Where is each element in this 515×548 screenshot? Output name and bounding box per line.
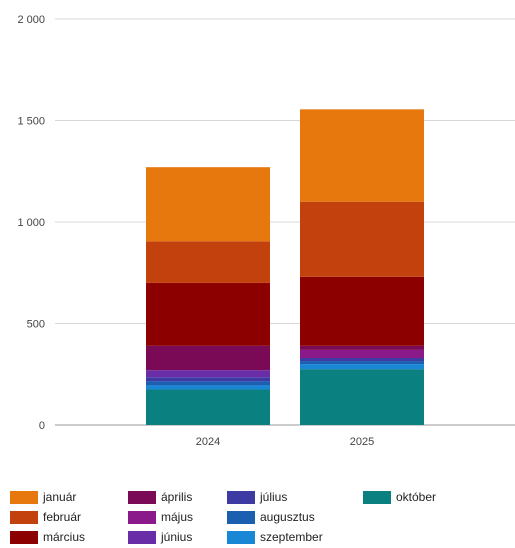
legend-item-május[interactable]: május xyxy=(128,509,193,525)
legend-swatch xyxy=(10,530,38,544)
bar-segment-2024-július[interactable] xyxy=(146,377,270,382)
legend-label: július xyxy=(260,490,288,504)
bar-segment-2025-március[interactable] xyxy=(300,276,424,346)
legend-item-január[interactable]: január xyxy=(10,489,76,505)
legend-swatch xyxy=(128,510,156,524)
bar-segment-2025-július[interactable] xyxy=(300,358,424,362)
legend-label: április xyxy=(161,490,193,504)
y-tick-label: 0 xyxy=(39,420,45,432)
bar-segment-2025-január[interactable] xyxy=(300,109,424,202)
x-axis-tick-labels: 2024 2025 xyxy=(196,436,374,448)
legend-swatch xyxy=(10,510,38,524)
legend-item-augusztus[interactable]: augusztus xyxy=(227,509,315,525)
bar-segment-2025-február[interactable] xyxy=(300,201,424,277)
bar-segment-2024-október[interactable] xyxy=(146,389,270,425)
bar-segment-2024-február[interactable] xyxy=(146,241,270,283)
bar-segment-2025-április[interactable] xyxy=(300,345,424,350)
y-axis-tick-labels: 0 500 1 000 1 500 2 000 xyxy=(17,14,45,432)
legend-item-március[interactable]: március xyxy=(10,529,85,545)
legend-swatch xyxy=(363,490,391,504)
y-tick-label: 500 xyxy=(27,319,45,331)
bar-segment-2024-január[interactable] xyxy=(146,167,270,242)
legend-swatch xyxy=(128,530,156,544)
legend-label: március xyxy=(43,530,86,544)
legend-swatch xyxy=(227,530,255,544)
legend-item-október[interactable]: október xyxy=(363,489,436,505)
gridlines xyxy=(55,18,515,426)
legend-item-július[interactable]: július xyxy=(227,489,287,505)
bar-segment-2024-április[interactable] xyxy=(146,345,270,371)
legend-item-április[interactable]: április xyxy=(128,489,192,505)
stacked-bar-chart: 0 500 1 000 1 500 2 000 2024 2025 xyxy=(17,14,515,448)
bar-segment-2025-augusztus[interactable] xyxy=(300,361,424,365)
x-tick-label: 2024 xyxy=(196,436,220,448)
bar-segment-2025-május[interactable] xyxy=(300,349,424,359)
bar-segment-2025-szeptember[interactable] xyxy=(300,364,424,370)
bar-segment-2025-október[interactable] xyxy=(300,369,424,425)
legend-swatch xyxy=(227,510,255,524)
legend-swatch xyxy=(10,490,38,504)
legend-label: február xyxy=(43,510,82,524)
bar-segment-2024-március[interactable] xyxy=(146,282,270,346)
legend-label: május xyxy=(161,510,194,524)
y-tick-label: 1 500 xyxy=(17,116,45,128)
bar-segment-2024-augusztus[interactable] xyxy=(146,381,270,386)
legend-item-február[interactable]: február xyxy=(10,509,81,525)
legend-swatch xyxy=(227,490,255,504)
legend-label: augusztus xyxy=(260,510,315,524)
legend-swatch xyxy=(128,490,156,504)
y-tick-label: 1 000 xyxy=(17,217,45,229)
legend-item-szeptember[interactable]: szeptember xyxy=(227,529,323,545)
legend-label: június xyxy=(161,530,193,544)
bars xyxy=(146,109,424,425)
legend-label: október xyxy=(396,490,437,504)
legend-label: szeptember xyxy=(260,530,323,544)
x-tick-label: 2025 xyxy=(350,436,374,448)
y-tick-label: 2 000 xyxy=(17,14,45,26)
bar-segment-2024-szeptember[interactable] xyxy=(146,385,270,390)
legend: január február március április május június jú… xyxy=(10,489,515,547)
bar-segment-2024-június[interactable] xyxy=(146,370,270,378)
legend-label: január xyxy=(43,490,77,504)
legend-item-június[interactable]: június xyxy=(128,529,192,545)
